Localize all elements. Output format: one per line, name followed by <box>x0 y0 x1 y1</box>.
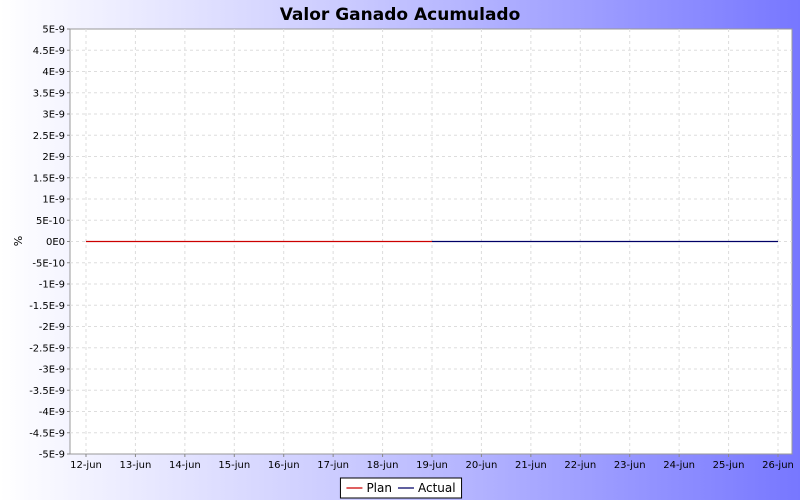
x-tick-label: 16-jun <box>268 460 300 471</box>
y-axis: 5E-9 4.5E-9 4E-9 3.5E-9 3E-9 2.5E-9 2E-9 1.5E-9… <box>29 25 70 461</box>
x-tick-label: 22-jun <box>564 460 596 471</box>
legend-label-actual: Actual <box>418 481 456 495</box>
x-tick-label: 12-jun <box>70 460 102 471</box>
y-tick-label: -5E-9 <box>39 450 65 461</box>
legend-label-plan: Plan <box>366 481 392 495</box>
y-tick-label: -2.5E-9 <box>29 343 65 354</box>
y-tick-label: 5E-10 <box>36 216 65 227</box>
x-tick-label: 26-jun <box>762 460 794 471</box>
y-tick-label: 3E-9 <box>42 110 65 121</box>
y-tick-label: 2E-9 <box>42 152 65 163</box>
y-tick-label: -4.5E-9 <box>29 428 65 439</box>
legend: Plan Actual <box>339 477 463 499</box>
y-tick-label: -3.5E-9 <box>29 386 65 397</box>
x-tick-label: 18-jun <box>367 460 399 471</box>
y-axis-label: % <box>12 236 25 246</box>
y-tick-label: -1E-9 <box>39 280 65 291</box>
y-tick-label: -1.5E-9 <box>29 301 65 312</box>
y-tick-label: 5E-9 <box>42 25 65 36</box>
x-tick-label: 21-jun <box>515 460 547 471</box>
y-tick-label: 1.5E-9 <box>33 173 65 184</box>
chart-title: Valor Ganado Acumulado <box>280 5 521 25</box>
y-tick-label: -2E-9 <box>39 322 65 333</box>
y-tick-label: -3E-9 <box>39 365 65 376</box>
y-tick-label: -4E-9 <box>39 407 65 418</box>
y-tick-label: 4.5E-9 <box>33 46 65 57</box>
x-tick-label: 14-jun <box>169 460 201 471</box>
y-tick-label: 4E-9 <box>42 67 65 78</box>
x-tick-label: 20-jun <box>466 460 498 471</box>
x-tick-label: 25-jun <box>713 460 745 471</box>
y-tick-label: -5E-10 <box>32 258 65 269</box>
y-tick-label: 2.5E-9 <box>33 131 65 142</box>
x-tick-label: 23-jun <box>614 460 646 471</box>
x-tick-label: 17-jun <box>317 460 349 471</box>
x-tick-label: 13-jun <box>120 460 152 471</box>
y-tick-label: 1E-9 <box>42 195 65 206</box>
x-tick-label: 19-jun <box>416 460 448 471</box>
y-tick-label: 3.5E-9 <box>33 88 65 99</box>
x-axis: 12-jun 13-jun 14-jun 15-jun 16-jun 17-jun 18-j… <box>70 454 794 471</box>
x-tick-label: 15-jun <box>218 460 250 471</box>
x-tick-label: 24-jun <box>663 460 695 471</box>
y-tick-label: 0E0 <box>46 237 65 248</box>
